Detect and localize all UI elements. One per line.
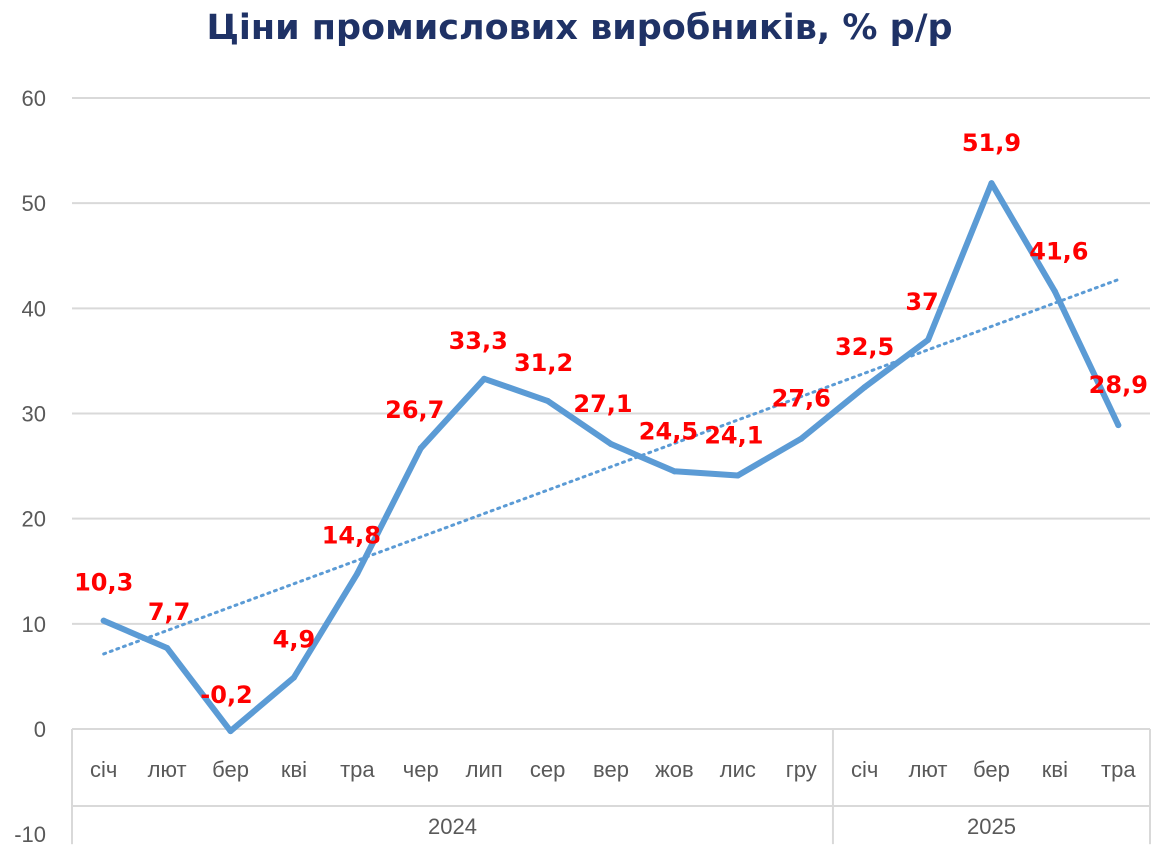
y-tick-label: 50 — [22, 191, 46, 216]
x-tick-label: сер — [530, 757, 565, 782]
data-point — [861, 384, 868, 391]
data-point — [290, 674, 297, 681]
x-tick-label: тра — [1101, 757, 1136, 782]
data-point — [1115, 422, 1122, 429]
y-tick-label: 10 — [22, 612, 46, 637]
year-group-labels: 2024 2025 — [428, 814, 1016, 839]
y-tick-label: 30 — [22, 402, 46, 427]
data-label: 28,9 — [1089, 371, 1148, 399]
data-labels: 10,3 7,7 -0,2 4,9 14,8 26,7 33,331,227,124,5 24… — [74, 129, 1148, 709]
data-label: -0,2 — [200, 681, 252, 709]
data-label: 51,9 — [962, 129, 1021, 157]
x-tick-label: бер — [973, 757, 1010, 782]
y-tick-label: 20 — [22, 507, 46, 532]
trendline — [102, 278, 1120, 656]
x-tick-label: кві — [281, 757, 307, 782]
x-tick-label: лют — [909, 757, 948, 782]
x-tick-label: чер — [403, 757, 439, 782]
x-tick-label: січ — [851, 757, 878, 782]
data-point — [164, 645, 171, 652]
x-tick-label: тра — [340, 757, 375, 782]
data-label: 32,5 — [835, 333, 894, 361]
y-tick-label: 0 — [34, 717, 46, 742]
x-tick-label: бер — [212, 757, 249, 782]
data-point — [608, 440, 614, 447]
y-axis-ticks: -10 0 10 20 30 40 50 60 — [14, 86, 46, 847]
data-label: 24,1 — [704, 422, 763, 450]
gridlines — [72, 97, 1150, 625]
data-point — [417, 445, 424, 452]
data-point — [227, 728, 234, 735]
series-layer — [100, 180, 1122, 735]
series-line — [100, 180, 1122, 735]
data-point — [100, 617, 107, 624]
year-group-label: 2024 — [428, 814, 477, 839]
data-point — [354, 570, 361, 577]
data-point — [544, 397, 551, 404]
data-label: 14,8 — [322, 521, 381, 549]
data-label: 27,6 — [772, 385, 831, 413]
y-tick-label: 60 — [22, 86, 46, 111]
data-label: 26,7 — [385, 396, 444, 424]
x-axis-ticks: січ лют бер кві тра чер лип сер вер жов лис гру січ л… — [90, 757, 1136, 782]
data-label: 41,6 — [1029, 238, 1088, 266]
x-tick-label: лип — [466, 757, 503, 782]
category-axis — [71, 728, 1151, 845]
year-group-label: 2025 — [967, 814, 1016, 839]
x-tick-label: жов — [655, 757, 694, 782]
x-tick-label: гру — [786, 757, 817, 782]
y-tick-label: -10 — [14, 822, 46, 847]
data-point — [481, 375, 488, 382]
x-tick-label: лис — [720, 757, 756, 782]
data-point — [1051, 288, 1058, 295]
data-label: 37 — [905, 288, 938, 316]
chart-title: Ціни промислових виробників, % р/р — [206, 8, 953, 48]
y-tick-label: 40 — [22, 296, 46, 321]
data-label: 27,1 — [573, 390, 632, 418]
data-point — [734, 472, 741, 479]
data-point — [671, 468, 678, 475]
data-label: 10,3 — [74, 569, 133, 597]
data-label: 7,7 — [148, 598, 191, 626]
data-label: 4,9 — [273, 625, 316, 653]
data-point — [988, 180, 995, 187]
data-label: 31,2 — [514, 349, 573, 377]
data-point — [798, 435, 805, 442]
x-tick-label: кві — [1042, 757, 1068, 782]
data-label: 33,3 — [449, 327, 508, 355]
x-tick-label: лют — [148, 757, 187, 782]
data-point — [925, 336, 932, 343]
x-tick-label: вер — [593, 757, 629, 782]
data-label: 24,5 — [639, 417, 698, 445]
x-tick-label: січ — [90, 757, 117, 782]
trendline-layer — [102, 278, 1120, 656]
